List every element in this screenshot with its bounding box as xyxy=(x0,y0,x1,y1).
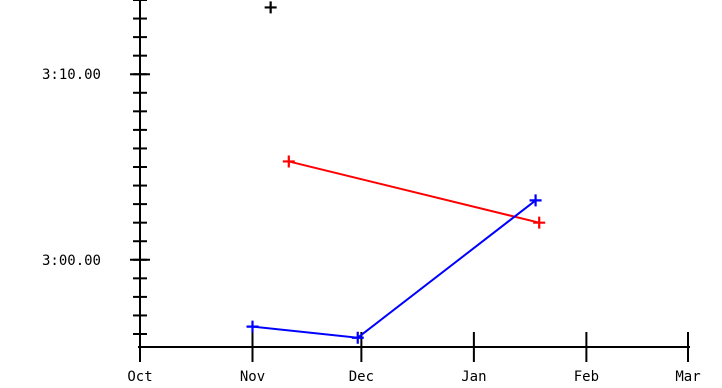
y-tick-label: 3:10.00 xyxy=(42,67,101,83)
series xyxy=(246,194,542,344)
x-tick-label: Jan xyxy=(461,369,486,385)
data-point-marker xyxy=(351,331,364,344)
data-point-marker xyxy=(264,1,277,14)
series-line xyxy=(252,199,537,339)
series-line xyxy=(288,160,540,224)
x-tick-label: Feb xyxy=(574,369,599,385)
data-point-marker xyxy=(533,216,546,229)
data-point-marker xyxy=(282,155,295,168)
series xyxy=(264,1,277,14)
y-tick-label: 3:00.00 xyxy=(42,253,101,269)
series xyxy=(282,155,546,229)
y-axis-ticks: 3:00.00 3:10.00 xyxy=(42,0,150,336)
data-point-marker xyxy=(529,194,542,207)
x-axis-ticks: Oct Nov Dec Jan Feb Mar xyxy=(127,332,701,385)
series-layer xyxy=(246,1,546,344)
chart-axes xyxy=(138,0,690,348)
x-tick-label: Mar xyxy=(675,369,700,385)
data-point-marker xyxy=(246,320,259,333)
x-tick-label: Nov xyxy=(240,369,265,385)
x-tick-label: Dec xyxy=(349,369,374,385)
x-tick-label: Oct xyxy=(127,369,152,385)
